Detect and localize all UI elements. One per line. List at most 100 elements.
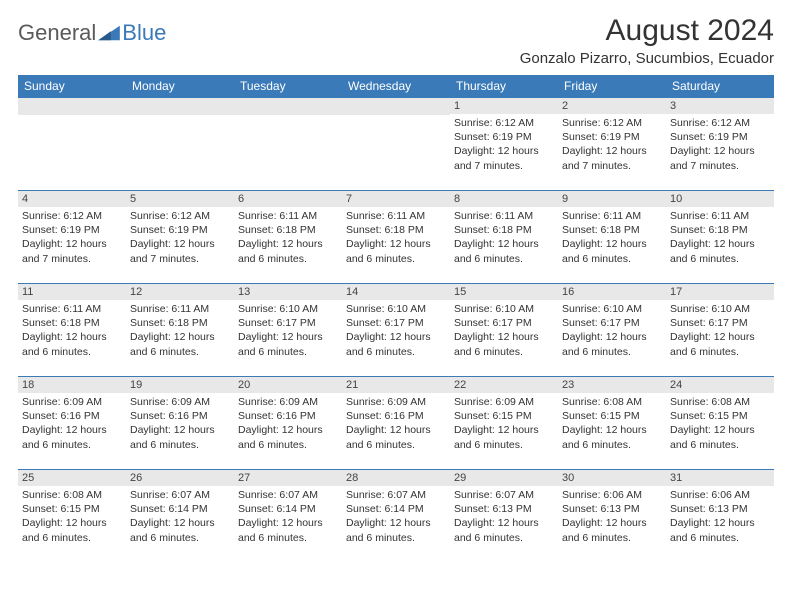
- calendar-cell: 29Sunrise: 6:07 AMSunset: 6:13 PMDayligh…: [450, 470, 558, 563]
- day-number: 27: [234, 470, 342, 486]
- calendar-cell: 19Sunrise: 6:09 AMSunset: 6:16 PMDayligh…: [126, 377, 234, 470]
- calendar-cell: 15Sunrise: 6:10 AMSunset: 6:17 PMDayligh…: [450, 284, 558, 377]
- day-number: 5: [126, 191, 234, 207]
- day-number: 4: [18, 191, 126, 207]
- day-number: 21: [342, 377, 450, 393]
- calendar-cell: [234, 98, 342, 191]
- brand-triangle-icon: [98, 24, 120, 42]
- day-details: Sunrise: 6:07 AMSunset: 6:14 PMDaylight:…: [126, 486, 234, 547]
- calendar-row: 25Sunrise: 6:08 AMSunset: 6:15 PMDayligh…: [18, 470, 774, 563]
- day-number: 17: [666, 284, 774, 300]
- calendar-cell: 3Sunrise: 6:12 AMSunset: 6:19 PMDaylight…: [666, 98, 774, 191]
- day-number: 11: [18, 284, 126, 300]
- day-number: 18: [18, 377, 126, 393]
- day-details: Sunrise: 6:11 AMSunset: 6:18 PMDaylight:…: [234, 207, 342, 268]
- day-details: Sunrise: 6:11 AMSunset: 6:18 PMDaylight:…: [18, 300, 126, 361]
- calendar-cell: 18Sunrise: 6:09 AMSunset: 6:16 PMDayligh…: [18, 377, 126, 470]
- weekday-header: Sunday: [18, 75, 126, 98]
- day-details: Sunrise: 6:12 AMSunset: 6:19 PMDaylight:…: [558, 114, 666, 175]
- calendar-cell: 22Sunrise: 6:09 AMSunset: 6:15 PMDayligh…: [450, 377, 558, 470]
- calendar-row: 11Sunrise: 6:11 AMSunset: 6:18 PMDayligh…: [18, 284, 774, 377]
- day-number: 7: [342, 191, 450, 207]
- calendar-cell: 17Sunrise: 6:10 AMSunset: 6:17 PMDayligh…: [666, 284, 774, 377]
- day-details: Sunrise: 6:09 AMSunset: 6:16 PMDaylight:…: [234, 393, 342, 454]
- calendar-cell: 16Sunrise: 6:10 AMSunset: 6:17 PMDayligh…: [558, 284, 666, 377]
- day-details: Sunrise: 6:08 AMSunset: 6:15 PMDaylight:…: [558, 393, 666, 454]
- day-details: Sunrise: 6:06 AMSunset: 6:13 PMDaylight:…: [558, 486, 666, 547]
- day-details: Sunrise: 6:11 AMSunset: 6:18 PMDaylight:…: [450, 207, 558, 268]
- calendar-cell: 10Sunrise: 6:11 AMSunset: 6:18 PMDayligh…: [666, 191, 774, 284]
- day-number: 9: [558, 191, 666, 207]
- day-details: Sunrise: 6:11 AMSunset: 6:18 PMDaylight:…: [126, 300, 234, 361]
- brand-logo: General Blue: [18, 14, 166, 46]
- calendar-cell: 11Sunrise: 6:11 AMSunset: 6:18 PMDayligh…: [18, 284, 126, 377]
- day-number: 14: [342, 284, 450, 300]
- day-details: Sunrise: 6:12 AMSunset: 6:19 PMDaylight:…: [450, 114, 558, 175]
- calendar-cell: [126, 98, 234, 191]
- calendar-cell: 4Sunrise: 6:12 AMSunset: 6:19 PMDaylight…: [18, 191, 126, 284]
- day-details: Sunrise: 6:07 AMSunset: 6:14 PMDaylight:…: [234, 486, 342, 547]
- calendar-cell: [342, 98, 450, 191]
- calendar-cell: 27Sunrise: 6:07 AMSunset: 6:14 PMDayligh…: [234, 470, 342, 563]
- calendar-table: Sunday Monday Tuesday Wednesday Thursday…: [18, 75, 774, 563]
- day-number: 3: [666, 98, 774, 114]
- weekday-header: Tuesday: [234, 75, 342, 98]
- calendar-cell: 1Sunrise: 6:12 AMSunset: 6:19 PMDaylight…: [450, 98, 558, 191]
- weekday-header: Saturday: [666, 75, 774, 98]
- day-number: 22: [450, 377, 558, 393]
- header: General Blue August 2024 Gonzalo Pizarro…: [18, 14, 774, 67]
- day-details: Sunrise: 6:09 AMSunset: 6:16 PMDaylight:…: [18, 393, 126, 454]
- calendar-cell: 5Sunrise: 6:12 AMSunset: 6:19 PMDaylight…: [126, 191, 234, 284]
- day-number: 12: [126, 284, 234, 300]
- weekday-header: Thursday: [450, 75, 558, 98]
- day-details: Sunrise: 6:11 AMSunset: 6:18 PMDaylight:…: [342, 207, 450, 268]
- day-number: 28: [342, 470, 450, 486]
- calendar-body: 1Sunrise: 6:12 AMSunset: 6:19 PMDaylight…: [18, 98, 774, 563]
- day-number: 26: [126, 470, 234, 486]
- day-number-bar: [234, 98, 342, 115]
- day-details: Sunrise: 6:09 AMSunset: 6:16 PMDaylight:…: [126, 393, 234, 454]
- calendar-cell: 20Sunrise: 6:09 AMSunset: 6:16 PMDayligh…: [234, 377, 342, 470]
- day-number: 19: [126, 377, 234, 393]
- day-number: 31: [666, 470, 774, 486]
- day-number: 10: [666, 191, 774, 207]
- day-number: 16: [558, 284, 666, 300]
- day-details: Sunrise: 6:12 AMSunset: 6:19 PMDaylight:…: [18, 207, 126, 268]
- day-number: 15: [450, 284, 558, 300]
- day-number: 20: [234, 377, 342, 393]
- calendar-row: 4Sunrise: 6:12 AMSunset: 6:19 PMDaylight…: [18, 191, 774, 284]
- calendar-cell: 9Sunrise: 6:11 AMSunset: 6:18 PMDaylight…: [558, 191, 666, 284]
- day-details: Sunrise: 6:06 AMSunset: 6:13 PMDaylight:…: [666, 486, 774, 547]
- calendar-row: 1Sunrise: 6:12 AMSunset: 6:19 PMDaylight…: [18, 98, 774, 191]
- day-number: 8: [450, 191, 558, 207]
- weekday-header: Wednesday: [342, 75, 450, 98]
- day-details: Sunrise: 6:08 AMSunset: 6:15 PMDaylight:…: [666, 393, 774, 454]
- calendar-cell: 30Sunrise: 6:06 AMSunset: 6:13 PMDayligh…: [558, 470, 666, 563]
- calendar-cell: 23Sunrise: 6:08 AMSunset: 6:15 PMDayligh…: [558, 377, 666, 470]
- calendar-cell: 2Sunrise: 6:12 AMSunset: 6:19 PMDaylight…: [558, 98, 666, 191]
- day-number-bar: [18, 98, 126, 115]
- day-details: Sunrise: 6:12 AMSunset: 6:19 PMDaylight:…: [666, 114, 774, 175]
- day-details: Sunrise: 6:09 AMSunset: 6:16 PMDaylight:…: [342, 393, 450, 454]
- title-block: August 2024 Gonzalo Pizarro, Sucumbios, …: [520, 14, 774, 67]
- location: Gonzalo Pizarro, Sucumbios, Ecuador: [520, 50, 774, 67]
- day-details: Sunrise: 6:10 AMSunset: 6:17 PMDaylight:…: [342, 300, 450, 361]
- calendar-cell: 14Sunrise: 6:10 AMSunset: 6:17 PMDayligh…: [342, 284, 450, 377]
- day-number: 29: [450, 470, 558, 486]
- day-details: Sunrise: 6:09 AMSunset: 6:15 PMDaylight:…: [450, 393, 558, 454]
- calendar-cell: 13Sunrise: 6:10 AMSunset: 6:17 PMDayligh…: [234, 284, 342, 377]
- day-number-bar: [126, 98, 234, 115]
- calendar-cell: 6Sunrise: 6:11 AMSunset: 6:18 PMDaylight…: [234, 191, 342, 284]
- weekday-header: Monday: [126, 75, 234, 98]
- calendar-cell: 24Sunrise: 6:08 AMSunset: 6:15 PMDayligh…: [666, 377, 774, 470]
- calendar-cell: [18, 98, 126, 191]
- day-number: 2: [558, 98, 666, 114]
- calendar-cell: 12Sunrise: 6:11 AMSunset: 6:18 PMDayligh…: [126, 284, 234, 377]
- day-details: Sunrise: 6:10 AMSunset: 6:17 PMDaylight:…: [558, 300, 666, 361]
- calendar-cell: 28Sunrise: 6:07 AMSunset: 6:14 PMDayligh…: [342, 470, 450, 563]
- calendar-cell: 26Sunrise: 6:07 AMSunset: 6:14 PMDayligh…: [126, 470, 234, 563]
- calendar-cell: 21Sunrise: 6:09 AMSunset: 6:16 PMDayligh…: [342, 377, 450, 470]
- day-details: Sunrise: 6:11 AMSunset: 6:18 PMDaylight:…: [666, 207, 774, 268]
- day-number: 30: [558, 470, 666, 486]
- calendar-cell: 7Sunrise: 6:11 AMSunset: 6:18 PMDaylight…: [342, 191, 450, 284]
